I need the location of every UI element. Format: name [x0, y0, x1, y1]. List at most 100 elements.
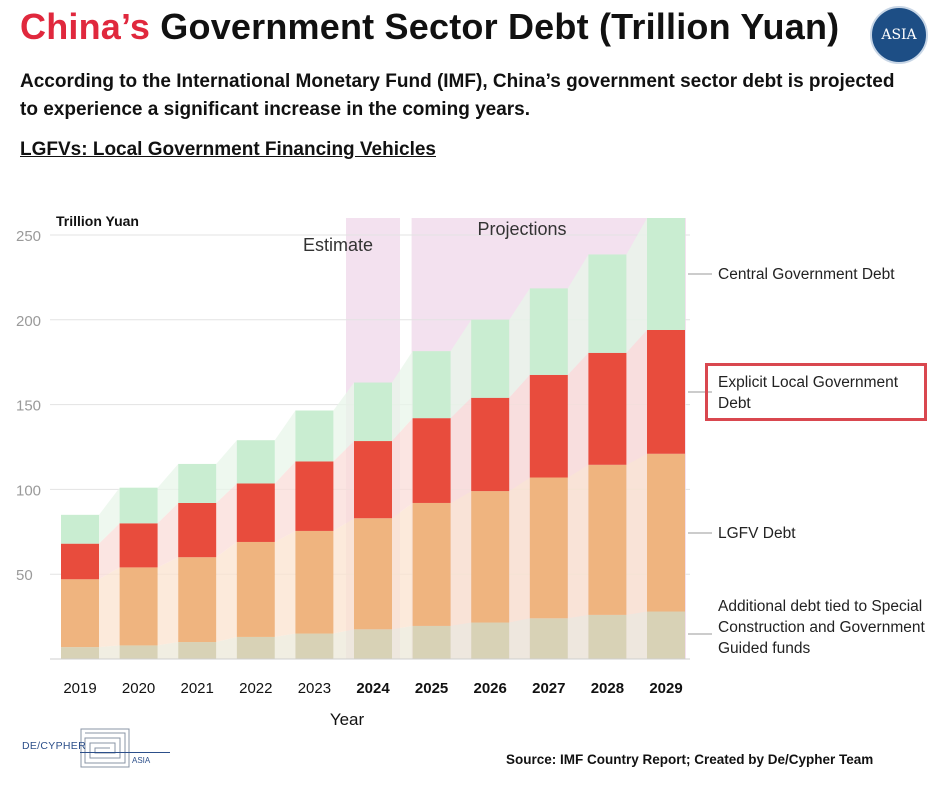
maze-icon — [80, 728, 130, 768]
series-ribbon — [333, 441, 354, 531]
series-ribbon — [392, 351, 413, 442]
series-ribbon — [333, 382, 354, 462]
bar-segment — [529, 618, 568, 659]
series-ribbon — [157, 463, 179, 524]
series-ribbon — [274, 410, 296, 484]
bar-segment — [471, 491, 510, 623]
bar-segment — [354, 629, 392, 659]
series-ribbon — [626, 453, 647, 615]
series-ribbon — [392, 625, 413, 659]
series-ribbon — [567, 254, 589, 375]
y-axis-label: Trillion Yuan — [56, 213, 139, 229]
bar-segment — [295, 530, 334, 634]
bar-segment — [295, 633, 334, 659]
bar-segment — [412, 502, 451, 626]
bar-segment — [178, 557, 217, 643]
series-ribbon — [392, 418, 413, 519]
bar-segment — [588, 254, 627, 353]
logo-subtext: ASIA — [132, 756, 151, 765]
series-ribbon — [567, 614, 589, 659]
series-ribbon — [274, 633, 296, 659]
bar-segment — [178, 463, 217, 503]
bar-segment — [61, 514, 99, 544]
x-tick-label: 2020 — [122, 680, 155, 697]
bar-segment — [588, 614, 627, 659]
bar-segment — [61, 543, 99, 580]
bar-segment — [529, 477, 568, 619]
series-ribbon — [157, 557, 179, 646]
bar-segment — [354, 441, 392, 519]
source-credit: Source: IMF Country Report; Created by D… — [506, 752, 874, 767]
bar-segment — [529, 288, 568, 375]
stacked-bar-chart: 50 100 150 200 250 Trillion Yuan 2019 2020 2021 2… — [16, 213, 712, 729]
series-ribbon — [216, 636, 237, 659]
bar-segment — [471, 622, 510, 659]
series-ribbon — [216, 483, 237, 558]
legend-explicit: Explicit Local Government Debt — [718, 374, 899, 412]
y-tick-label: 250 — [16, 228, 41, 245]
series-ribbon — [157, 642, 179, 659]
bar-segment — [588, 464, 627, 615]
y-tick-label: 150 — [16, 398, 41, 415]
x-tick-label: 2029 — [649, 680, 682, 697]
x-tick-label: 2021 — [181, 680, 214, 697]
series-ribbon — [450, 397, 472, 503]
bar-segment — [354, 382, 392, 442]
bar-segment — [471, 397, 510, 492]
x-tick-label: 2019 — [63, 680, 96, 697]
bar-segment — [354, 518, 392, 630]
x-tick-label: 2028 — [591, 680, 624, 697]
decypher-logo: DE/CYPHER ASIA — [22, 726, 172, 770]
bar-segment — [412, 418, 451, 503]
y-tick-label: 100 — [16, 482, 41, 499]
series-ribbon — [509, 477, 530, 623]
y-tick-label: 200 — [16, 313, 41, 330]
series-ribbon — [509, 288, 530, 398]
bar-segment — [178, 502, 217, 558]
x-tick-label: 2024 — [356, 680, 390, 697]
bar-segment — [236, 541, 275, 637]
bar-segment — [61, 579, 99, 648]
logo-text: DE/CYPHER — [22, 740, 86, 752]
bar-segment — [588, 352, 627, 465]
series-ribbon — [274, 461, 296, 542]
series-ribbon — [274, 530, 296, 637]
x-tick-label: 2022 — [239, 680, 272, 697]
legend-central: Central Government Debt — [718, 266, 895, 283]
series-ribbon — [626, 218, 647, 353]
x-tick-label: 2023 — [298, 680, 331, 697]
subtitle: According to the International Monetary … — [20, 71, 895, 120]
series-ribbon — [99, 567, 120, 648]
series-ribbon — [99, 645, 120, 659]
bar-segment — [61, 647, 99, 659]
x-tick-label: 2025 — [415, 680, 448, 697]
bar-segment — [295, 461, 334, 531]
bar-segment — [236, 440, 275, 484]
series-ribbon — [333, 629, 354, 659]
bar-segment — [412, 625, 451, 659]
bar-segment — [119, 523, 158, 568]
bar-segment — [529, 374, 568, 478]
title-accent: China’s — [20, 6, 151, 47]
series-ribbon — [450, 622, 472, 659]
logo-divider — [80, 752, 170, 753]
asia-badge-logo: ASIA — [870, 6, 928, 64]
title-rest: Government Sector Debt (Trillion Yuan) — [160, 6, 840, 47]
page-title: China’s Government Sector Debt (Trillion… — [20, 6, 839, 48]
series-ribbon — [567, 464, 589, 619]
lgfv-note: LGFVs: Local Government Financing Vehicl… — [20, 139, 436, 160]
annotation-projections: Projections — [477, 219, 566, 239]
series-ribbon — [216, 541, 237, 643]
annotation-estimate: Estimate — [303, 235, 373, 255]
bar-segment — [647, 611, 685, 659]
x-tick-label: 2027 — [532, 680, 565, 697]
bar-segment — [178, 642, 217, 659]
series-ribbon — [509, 374, 530, 492]
series-ribbon — [626, 611, 647, 659]
bar-segment — [119, 567, 158, 646]
series-ribbon — [450, 491, 472, 626]
bar-segment — [119, 487, 158, 524]
series-ribbon — [99, 487, 120, 544]
series-ribbon — [392, 502, 413, 630]
legend-highlight-box — [705, 363, 927, 421]
